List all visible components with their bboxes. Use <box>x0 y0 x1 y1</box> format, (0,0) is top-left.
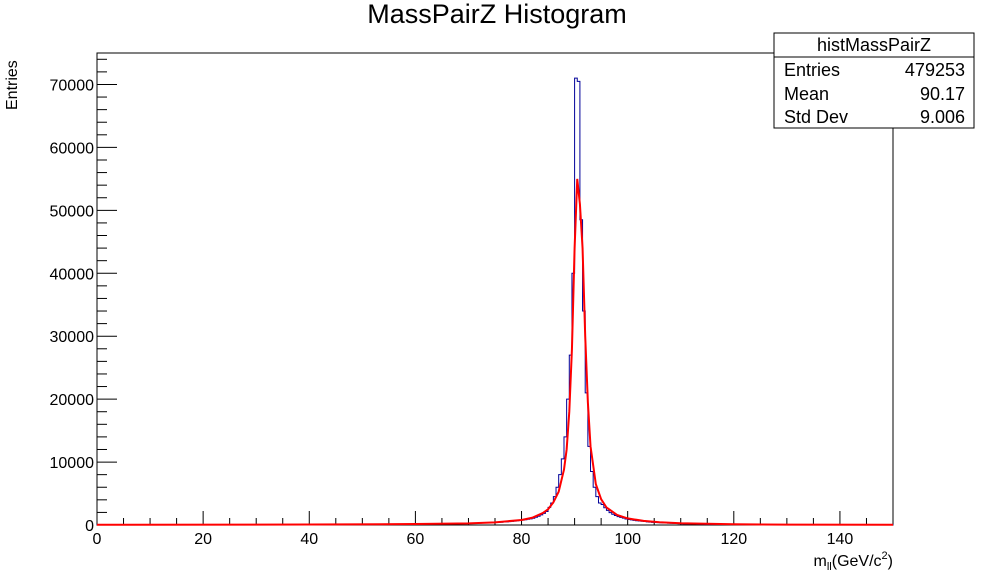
stats-box-frame <box>773 32 975 129</box>
x-axis-label-sup: 2 <box>882 550 888 562</box>
x-axis-label-sub: ll <box>827 561 832 573</box>
x-tick-label: 120 <box>720 531 747 548</box>
x-tick-label: 0 <box>93 531 102 548</box>
histogram-series <box>96 77 894 526</box>
stats-mean-value: 90.17 <box>920 84 965 104</box>
axis-ticks <box>96 58 894 526</box>
y-tick-label: 50000 <box>50 203 95 220</box>
y-tick-label: 70000 <box>50 77 95 94</box>
stats-mean-label: Mean <box>784 84 829 104</box>
y-tick-labels: 0 10000 20000 30000 40000 50000 60000 70000 <box>50 77 95 535</box>
y-tick-label: 60000 <box>50 140 95 157</box>
stats-stddev-value: 9.006 <box>920 107 965 127</box>
x-tick-label: 40 <box>300 531 318 548</box>
stats-box: histMassPairZ Entries 479253 Mean 90.17 … <box>773 32 975 129</box>
y-tick-label: 30000 <box>50 329 95 346</box>
stats-stddev-label: Std Dev <box>784 107 848 127</box>
x-tick-labels: 0 20 40 60 80 100 120 140 <box>93 531 854 548</box>
stats-box-name: histMassPairZ <box>817 35 931 55</box>
y-tick-label: 0 <box>85 518 94 535</box>
x-axis-label-unit-post: ) <box>888 553 893 570</box>
x-axis-label-base: m <box>814 553 827 570</box>
y-axis-label: Entries <box>4 60 21 110</box>
chart-title: MassPairZ Histogram <box>367 0 627 29</box>
y-tick-label: 40000 <box>50 266 95 283</box>
x-tick-label: 60 <box>407 531 425 548</box>
fit-curve <box>96 178 894 526</box>
stats-entries-value: 479253 <box>905 60 965 80</box>
x-tick-label: 140 <box>827 531 854 548</box>
x-axis-label: mll(GeV/c2) <box>814 550 893 573</box>
y-tick-label: 20000 <box>50 392 95 409</box>
stats-entries-label: Entries <box>784 60 840 80</box>
x-tick-label: 80 <box>513 531 531 548</box>
y-tick-label: 10000 <box>50 455 95 472</box>
x-axis-label-unit-pre: (GeV/c <box>832 553 882 570</box>
x-tick-label: 100 <box>614 531 641 548</box>
x-tick-label: 20 <box>194 531 212 548</box>
